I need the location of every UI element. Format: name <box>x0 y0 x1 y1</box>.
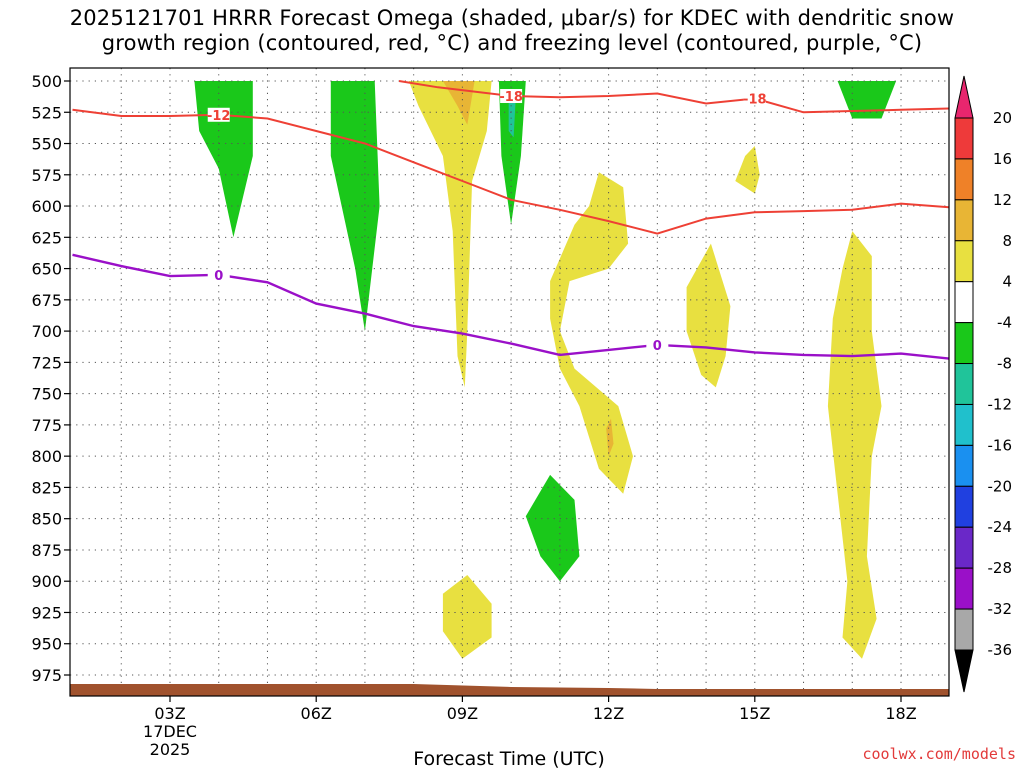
x-tick-label: 15Z <box>739 704 770 723</box>
colorbar-swatch <box>954 485 974 528</box>
colorbar-swatch <box>954 526 974 569</box>
colorbar-label: -8 <box>997 355 1012 373</box>
omega-region-yellow-0900-low <box>442 575 492 659</box>
terrain-fill <box>70 684 949 696</box>
colorbar-label: 16 <box>993 150 1012 168</box>
x-axis-label: Forecast Time (UTC) <box>413 748 604 768</box>
colorbar-swatch <box>954 158 974 201</box>
x-tick-sublabel-year: 2025 <box>150 740 191 759</box>
credit-link[interactable]: coolwx.com/models <box>862 745 1016 763</box>
colorbar-swatch <box>954 608 974 651</box>
title-line-2: growth region (contoured, red, °C) and f… <box>101 31 923 55</box>
y-tick-label: 825 <box>31 478 62 497</box>
colorbar-label: -12 <box>988 395 1013 413</box>
y-tick-label: 925 <box>31 603 62 622</box>
y-tick-label: 550 <box>31 135 62 154</box>
x-tick-label: 18Z <box>885 704 916 723</box>
y-tick-label: 725 <box>31 353 62 372</box>
colorbar: 20 16 12 8 4 -4 -8 -12 -16 -20 -24 -28 -32 -36 <box>954 75 1013 693</box>
colorbar-label: 4 <box>1002 273 1012 291</box>
colorbar-label: -4 <box>997 314 1012 332</box>
y-axis: 500 525 550 575 600 625 650 675 700 725 750 775 800 8… <box>31 72 70 685</box>
omega-region-orange-1200 <box>606 418 614 457</box>
colorbar-label: 12 <box>993 191 1012 209</box>
chart-title: 2025121701 HRRR Forecast Omega (shaded, … <box>0 6 1024 56</box>
omega-region-yellow-c-1130 <box>550 172 633 494</box>
colorbar-swatch <box>954 363 974 405</box>
y-tick-label: 625 <box>31 228 62 247</box>
x-tick-label: 09Z <box>447 704 478 723</box>
x-tick-label: 03Z <box>154 704 185 723</box>
omega-region-yellow-1400 <box>686 243 731 388</box>
omega-region-cyan-1000 <box>508 93 516 138</box>
colorbar-swatch <box>954 322 974 365</box>
contour-label-bg <box>207 107 230 122</box>
colorbar-swatch <box>954 567 974 610</box>
y-tick-label: 500 <box>31 72 62 91</box>
y-tick-label: 950 <box>31 635 62 654</box>
y-tick-label: 850 <box>31 510 62 529</box>
contour-label-bg <box>207 267 230 282</box>
omega-region-yellow-0900 <box>408 81 492 388</box>
contour-label: 0 <box>653 339 662 354</box>
y-tick-label: 775 <box>31 416 62 435</box>
omega-region-yellow-1700 <box>827 231 882 659</box>
colorbar-label: -32 <box>988 600 1013 618</box>
colorbar-label: -28 <box>988 559 1013 577</box>
y-tick-label: 675 <box>31 291 62 310</box>
colorbar-swatch <box>954 403 974 446</box>
y-tick-label: 525 <box>31 103 62 122</box>
colorbar-label: -36 <box>988 641 1013 659</box>
contour-label-bg <box>743 91 766 106</box>
omega-region-orange-0900 <box>442 81 475 125</box>
colorbar-arrow-bottom <box>954 649 974 693</box>
x-tick-label: 12Z <box>593 704 624 723</box>
contour-freezing-level-0C <box>72 253 949 360</box>
omega-region-green-1100 <box>525 474 580 582</box>
omega-region-green-1700 <box>837 81 897 119</box>
x-tick-label: 06Z <box>301 704 332 723</box>
y-tick-label: 600 <box>31 197 62 216</box>
y-tick-label: 650 <box>31 260 62 279</box>
colorbar-label: 8 <box>1002 232 1012 250</box>
omega-region-green-0445 <box>194 81 253 238</box>
omega-region-yellow-1500 <box>735 146 760 194</box>
colorbar-arrow-top <box>954 75 974 119</box>
contour-dendritic--18C <box>398 80 949 114</box>
title-line-1: 2025121701 HRRR Forecast Omega (shaded, … <box>69 6 955 30</box>
plot-frame <box>69 67 950 697</box>
colorbar-swatch <box>954 444 974 487</box>
y-tick-label: 975 <box>31 666 62 685</box>
omega-region-green-1000 <box>498 81 526 225</box>
colorbar-label: -20 <box>988 477 1013 495</box>
terrain-band <box>70 684 949 696</box>
omega-shaded-regions <box>194 81 897 659</box>
colorbar-swatch <box>954 117 974 160</box>
y-tick-label: 700 <box>31 322 62 341</box>
colorbar-swatch <box>954 240 974 283</box>
colorbar-label: -24 <box>988 518 1013 536</box>
y-tick-label: 575 <box>31 166 62 185</box>
y-tick-label: 750 <box>31 385 62 404</box>
colorbar-swatch <box>954 199 974 242</box>
y-tick-label: 875 <box>31 541 62 560</box>
colorbar-label: -16 <box>988 436 1013 454</box>
contour-label-bg <box>500 89 523 104</box>
colorbar-swatch <box>954 281 974 324</box>
contour-label: -12 <box>207 109 231 124</box>
contour-label: -18 <box>743 93 767 108</box>
x-tick-sublabel-date: 17DEC <box>143 722 197 741</box>
contour-label: -18 <box>499 90 523 105</box>
contour-label-bg <box>646 337 669 352</box>
y-tick-label: 800 <box>31 447 62 466</box>
contour-label: 0 <box>214 269 223 284</box>
y-tick-label: 900 <box>31 572 62 591</box>
colorbar-label: 20 <box>993 109 1012 127</box>
